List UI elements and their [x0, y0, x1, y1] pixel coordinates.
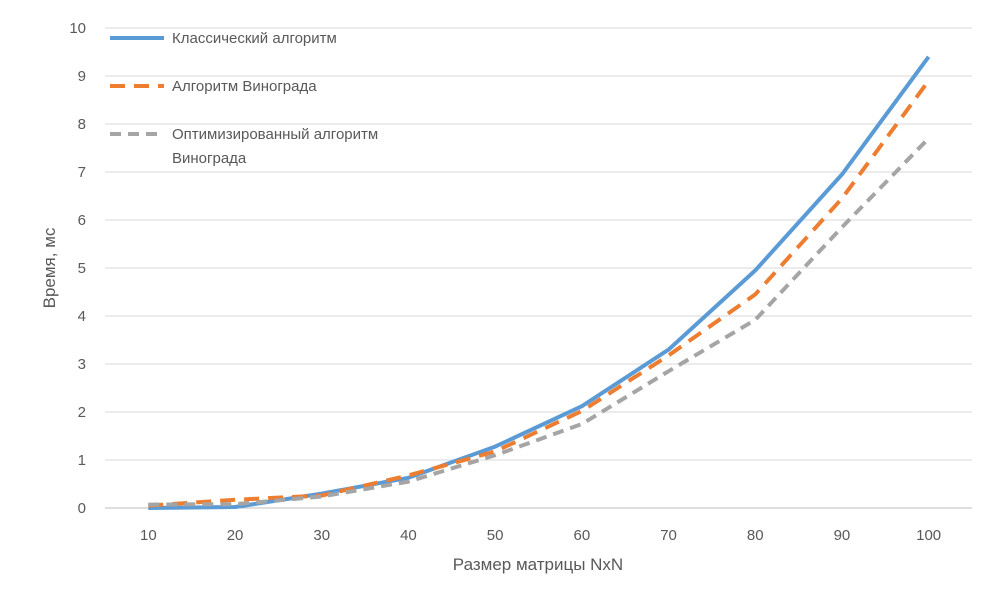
- legend-label-3: Оптимизированный алгоритм: [172, 126, 378, 143]
- y-axis-label: Время, мс: [40, 227, 59, 308]
- x-tick-label: 50: [487, 527, 504, 544]
- y-tick-label: 9: [78, 68, 86, 85]
- x-tick-label: 60: [574, 527, 591, 544]
- y-tick-label: 3: [78, 356, 86, 373]
- y-tick-label: 2: [78, 404, 86, 421]
- y-axis-ticks: 0 1 2 3 4 5 6 7 8 9 10: [69, 20, 86, 517]
- y-tick-label: 0: [78, 500, 86, 517]
- legend-label-3: Винограда: [172, 150, 247, 167]
- series-line-3: [148, 137, 931, 507]
- x-tick-label: 100: [916, 527, 941, 544]
- legend: Классический алгоритм Алгоритм Винограда О…: [110, 30, 378, 167]
- series-line-2: [148, 79, 931, 508]
- y-tick-label: 8: [78, 116, 86, 133]
- x-tick-label: 70: [660, 527, 677, 544]
- grid-lines: [105, 27, 972, 509]
- x-tick-label: 20: [227, 527, 244, 544]
- series-lines: [148, 55, 931, 510]
- x-tick-label: 90: [834, 527, 851, 544]
- x-axis-label: Размер матрицы NxN: [453, 555, 623, 574]
- y-tick-label: 5: [78, 260, 86, 277]
- y-tick-label: 7: [78, 164, 86, 181]
- y-tick-label: 4: [78, 308, 86, 325]
- y-tick-label: 10: [69, 20, 86, 37]
- legend-label-2: Алгоритм Винограда: [172, 78, 317, 95]
- x-tick-label: 80: [747, 527, 764, 544]
- x-tick-label: 30: [313, 527, 330, 544]
- x-axis-ticks: 10 20 30 40 50 60 70 80 90 100: [140, 527, 941, 544]
- x-tick-label: 10: [140, 527, 157, 544]
- y-tick-label: 6: [78, 212, 86, 229]
- y-tick-label: 1: [78, 452, 86, 469]
- legend-label-1: Классический алгоритм: [172, 30, 337, 47]
- x-tick-label: 40: [400, 527, 417, 544]
